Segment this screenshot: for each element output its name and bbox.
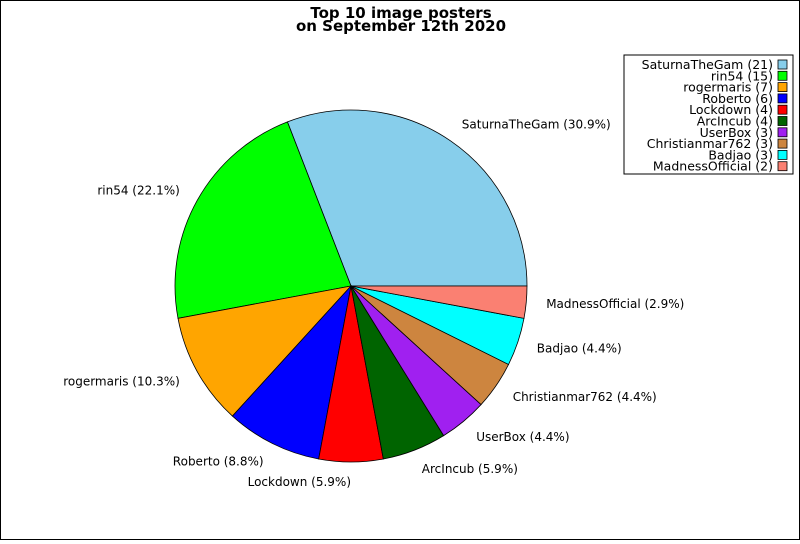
pie-slice-saturnathegam <box>286 109 528 287</box>
slice-label-userbox: UserBox (4.4%) <box>476 430 569 444</box>
slice-label-arcincub: ArcIncub (5.9%) <box>422 462 518 476</box>
pie-slice-rogermaris <box>177 285 353 417</box>
slice-label-madnessofficial: MadnessOfficial (2.9%) <box>546 297 684 311</box>
legend-entry-arcincub: ArcIncub (4) <box>697 114 773 129</box>
pie-slices <box>174 109 528 463</box>
chart-title-line-2: on September 12th 2020 <box>296 17 506 35</box>
legend: SaturnaTheGam (21)rin54 (15)rogermaris (… <box>623 54 794 175</box>
legend-swatch-arcincub <box>777 116 788 126</box>
slice-label-christianmar762: Christianmar762 (4.4%) <box>513 390 657 404</box>
legend-entry-christianmar762: Christianmar762 (3) <box>647 136 773 151</box>
pie-slice-roberto <box>231 284 352 460</box>
slice-label-roberto: Roberto (8.8%) <box>173 455 264 469</box>
legend-entry-madnessofficial: MadnessOfficial (2) <box>653 159 773 174</box>
chart-title-line-1: Top 10 image posters <box>310 4 491 22</box>
legend-entry-rin54: rin54 (15) <box>711 68 773 83</box>
legend-entry-rogermaris: rogermaris (7) <box>683 80 773 95</box>
legend-swatch-rin54 <box>777 70 788 81</box>
legend-entry-roberto: Roberto (6) <box>702 91 773 106</box>
legend-swatch-christianmar762 <box>777 138 788 149</box>
legend-entry-saturnathegam: SaturnaTheGam (21) <box>642 57 773 72</box>
slice-label-rogermaris: rogermaris (10.3%) <box>63 374 180 388</box>
legend-entry-badjao: Badjao (3) <box>708 147 773 162</box>
slice-label-rin54: rin54 (22.1%) <box>97 184 179 198</box>
chart-title: Top 10 image posters on September 12th 2… <box>296 4 506 35</box>
slice-label-lockdown: Lockdown (5.9%) <box>248 475 351 489</box>
legend-swatch-rogermaris <box>777 82 788 92</box>
slice-label-saturnathegam: SaturnaTheGam (30.9%) <box>462 117 611 131</box>
slice-labels: SaturnaTheGam (30.9%) rin54 (22.1%) rogerm… <box>63 117 684 489</box>
pie-slice-rin54 <box>174 121 352 319</box>
legend-entry-lockdown: Lockdown (4) <box>689 102 773 117</box>
slice-label-badjao: Badjao (4.4%) <box>537 341 622 355</box>
pie-slice-madnessofficial <box>350 285 528 319</box>
legend-swatch-badjao <box>777 149 788 160</box>
legend-swatch-lockdown <box>777 104 788 115</box>
legend-swatch-roberto <box>777 93 788 104</box>
legend-swatch-userbox <box>777 127 788 138</box>
legend-swatch-madnessofficial <box>777 161 788 172</box>
legend-swatch-saturnathegam <box>777 59 788 70</box>
legend-box <box>623 54 794 175</box>
legend-entry-userbox: UserBox (3) <box>700 125 773 140</box>
